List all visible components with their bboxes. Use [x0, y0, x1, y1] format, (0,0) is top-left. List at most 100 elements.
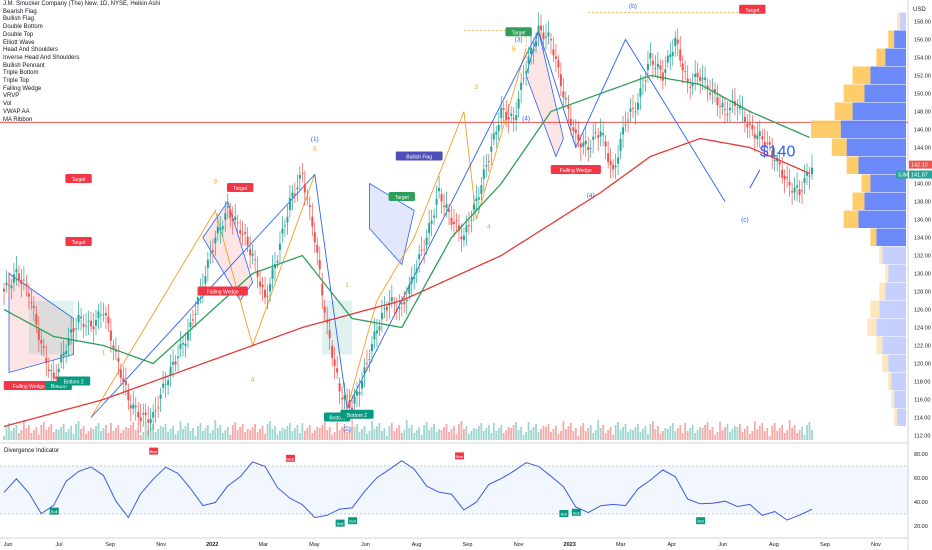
candle-body: [758, 131, 761, 137]
candle-body: [288, 197, 291, 211]
grid-lines: [0, 0, 909, 550]
candle-body: [403, 301, 406, 305]
wave-label: (b): [629, 3, 637, 10]
volume-bar: [438, 429, 440, 440]
divergence-marker-bg: [559, 510, 569, 517]
double-bottom-zone-1: [28, 300, 74, 355]
last-price-tag: 142.10: [911, 163, 928, 169]
legend-item[interactable]: Triple Bottom: [3, 70, 39, 77]
legend-item[interactable]: Bullish Pennant: [3, 62, 45, 69]
candle-body: [423, 249, 426, 251]
legend-item[interactable]: VWAP AA: [3, 108, 30, 115]
volume-bar: [361, 429, 363, 440]
candle-body: [7, 284, 10, 286]
legend-item[interactable]: Triple Top: [3, 78, 30, 85]
candle-body: [40, 340, 43, 344]
candle-body: [306, 198, 309, 200]
volume-bar: [316, 427, 319, 440]
volume-bar: [30, 433, 33, 440]
pattern-label-bg: [340, 409, 374, 419]
volume-bar: [293, 428, 296, 440]
candle-body: [614, 165, 617, 168]
candle-body: [482, 169, 485, 179]
volume-bar: [716, 432, 719, 440]
volume-bar: [142, 432, 145, 440]
volume-bar: [661, 431, 664, 440]
vrvp-bar-volume-down: [852, 66, 871, 84]
target-label: Target: [233, 186, 248, 192]
vrvp-bar-volume-up: [891, 372, 906, 390]
volume-bar: [490, 433, 493, 440]
vrvp-bar-volume-up: [888, 354, 906, 372]
candle-body: [380, 312, 383, 320]
candle-body: [226, 206, 229, 208]
volume-bar: [649, 424, 652, 440]
legend-item[interactable]: Vol: [3, 101, 12, 108]
candle-body: [194, 314, 197, 315]
candle-body: [278, 243, 281, 251]
volume-bar: [8, 423, 10, 440]
candle-body: [241, 234, 244, 236]
vrvp-bar-volume-down: [882, 354, 889, 372]
volume-bar: [505, 430, 508, 440]
candle-body: [90, 320, 93, 327]
volume-bar: [201, 431, 204, 440]
candle-body: [490, 146, 493, 152]
y-tick-label: 134.00: [914, 236, 931, 242]
legend-item[interactable]: Falling Wedge: [3, 85, 42, 92]
volume-bar: [383, 428, 386, 440]
legend-item[interactable]: Elliott Wave: [3, 39, 35, 46]
candle-body: [408, 284, 411, 294]
divergence-marker-bg: [335, 519, 345, 527]
volume-bar: [679, 425, 682, 440]
candle-body: [55, 376, 58, 380]
candle-body: [465, 225, 468, 233]
legend-item[interactable]: VRVP: [3, 93, 20, 100]
pattern-label-bg: [57, 376, 91, 386]
vrvp-bar-volume-up: [864, 192, 906, 210]
volume-bar: [719, 422, 721, 440]
legend-item[interactable]: MA Ribbon: [3, 116, 33, 123]
candle-body: [99, 314, 102, 316]
volume-bar: [594, 430, 597, 440]
legend-item[interactable]: Double Bottom: [3, 24, 43, 31]
candle-body: [617, 157, 620, 164]
volume-bar: [527, 422, 530, 440]
legend-item[interactable]: Head And Shoulders: [3, 47, 59, 54]
candle-body: [530, 47, 533, 54]
candle-body: [664, 69, 667, 73]
volume-bar: [736, 427, 739, 440]
volume-bar: [460, 421, 463, 440]
candle-body: [375, 330, 378, 334]
legend-item[interactable]: Inverse Head And Shoulders: [3, 54, 80, 61]
y-tick-label: 156.00: [914, 38, 931, 44]
candle-body: [82, 324, 85, 327]
volume-bar: [602, 425, 605, 440]
candle-body: [15, 269, 18, 273]
volume-bar: [472, 428, 475, 440]
candle-body: [681, 63, 684, 71]
candle-body: [405, 299, 408, 302]
pattern-label-bg: [395, 151, 443, 161]
volume-bar: [811, 430, 813, 440]
candle-body: [167, 380, 170, 385]
candle-body: [500, 107, 503, 119]
candle-body: [641, 85, 644, 87]
volume-bar: [373, 429, 376, 440]
legend-item[interactable]: Bullish Flag: [3, 16, 35, 23]
y-tick-label: 114.00: [914, 416, 930, 422]
candle-body: [806, 172, 809, 176]
candle-body: [701, 78, 704, 80]
candle-body: [517, 98, 520, 109]
volume-bar: [380, 431, 383, 440]
x-tick-label: Sep: [105, 542, 115, 548]
legend-item[interactable]: Bearish Flag: [3, 8, 37, 15]
volume-bar: [351, 426, 353, 440]
candle-body: [244, 232, 247, 234]
legend-item[interactable]: Double Top: [3, 31, 34, 38]
volume-bar: [395, 428, 398, 440]
target-label-bg: [65, 237, 92, 246]
candle-body: [77, 314, 80, 323]
vrvp-bar-volume-down: [876, 48, 886, 66]
